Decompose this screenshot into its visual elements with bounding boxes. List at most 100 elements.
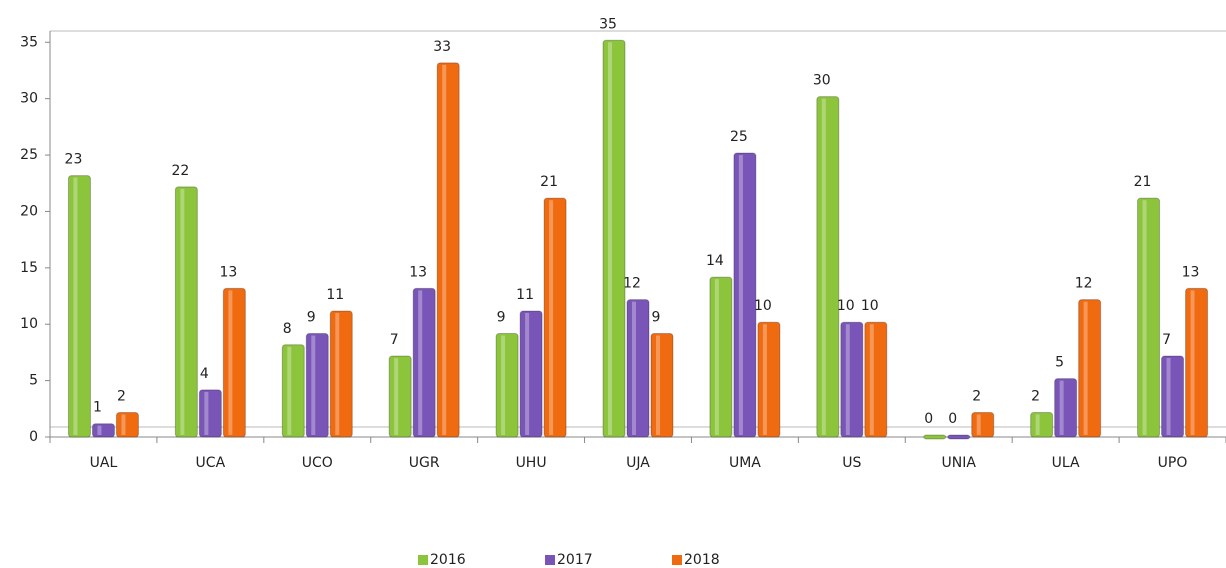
bar	[174, 186, 198, 438]
value-label: 11	[326, 287, 344, 303]
bar	[1054, 378, 1078, 438]
value-label: 1	[93, 400, 102, 416]
x-tick-label: UGR	[409, 455, 440, 471]
x-tick-label: UCO	[302, 455, 333, 471]
bar	[329, 310, 353, 438]
y-tick-label: 20	[20, 203, 38, 219]
bar-highlight	[821, 98, 826, 436]
legend-label: 2018	[684, 552, 720, 568]
bar	[412, 287, 436, 438]
value-label: 7	[1162, 332, 1171, 348]
value-label: 9	[652, 310, 661, 326]
bar	[602, 39, 626, 438]
value-label: 13	[219, 264, 237, 280]
bar	[91, 423, 115, 438]
legend-swatch	[418, 555, 428, 565]
value-label: 35	[599, 16, 617, 32]
x-tick-label: UAL	[90, 455, 118, 471]
value-label: 21	[540, 174, 558, 190]
value-label: 0	[948, 411, 957, 427]
bar	[1137, 197, 1161, 438]
bar-highlight	[1142, 200, 1147, 435]
bar-highlight	[73, 177, 78, 435]
bar	[1185, 287, 1209, 438]
bar	[816, 96, 840, 438]
y-tick-label: 30	[20, 91, 38, 107]
x-tick-label: ULA	[1052, 455, 1080, 471]
legend-swatch	[672, 555, 682, 565]
x-tick-label: UCA	[196, 455, 226, 471]
value-label: 12	[1075, 276, 1093, 292]
bar-highlight	[632, 301, 636, 435]
value-label: 9	[307, 310, 316, 326]
value-label: 0	[924, 411, 933, 427]
bar	[733, 152, 757, 438]
value-label: 10	[861, 298, 879, 314]
bar-highlight	[501, 335, 506, 435]
legend-label: 2016	[430, 552, 466, 568]
x-tick-label: UHU	[516, 455, 547, 471]
value-label: 33	[433, 39, 451, 55]
bar-highlight	[180, 188, 185, 435]
value-label: 13	[409, 264, 427, 280]
bar	[757, 321, 781, 438]
bar-highlight	[335, 312, 340, 435]
value-label: 30	[813, 73, 831, 89]
bar	[971, 411, 995, 438]
y-tick-label: 25	[20, 147, 38, 163]
bar-highlight	[525, 312, 530, 435]
x-tick-label: UPO	[1158, 455, 1188, 471]
value-label: 11	[516, 287, 534, 303]
bar-highlight	[738, 155, 743, 436]
legend-swatch	[545, 555, 555, 565]
bar-highlight	[287, 346, 292, 435]
bar	[947, 434, 971, 440]
y-tick-label: 35	[20, 34, 38, 50]
x-tick-label: UNIA	[942, 455, 977, 471]
x-tick-label: UJA	[626, 455, 650, 471]
bar	[864, 321, 888, 438]
bar	[650, 333, 674, 438]
bar-highlight	[418, 290, 423, 435]
value-label: 12	[623, 276, 641, 292]
bar	[709, 276, 733, 438]
bar	[626, 299, 650, 438]
y-tick-label: 15	[20, 260, 38, 276]
value-label: 14	[706, 253, 724, 269]
value-label: 2	[972, 388, 981, 404]
bar-highlight	[869, 324, 874, 435]
value-label: 22	[171, 163, 189, 179]
bar	[543, 197, 567, 438]
bar-highlight	[121, 414, 126, 435]
bar-highlight	[442, 64, 447, 435]
y-tick-label: 0	[29, 429, 38, 445]
y-tick-label: 10	[20, 316, 38, 332]
bar-highlight	[1083, 301, 1088, 435]
y-tick-label: 5	[29, 373, 38, 389]
bar-highlight	[608, 42, 612, 436]
bar	[388, 355, 412, 438]
bar-highlight	[1166, 358, 1171, 435]
value-label: 9	[497, 310, 506, 326]
value-label: 10	[837, 298, 855, 314]
bar	[436, 62, 460, 438]
bar-highlight	[1190, 290, 1195, 435]
bar-highlight	[97, 425, 102, 435]
value-label: 5	[1055, 355, 1064, 371]
bar	[840, 321, 864, 438]
value-label: 10	[754, 298, 772, 314]
x-tick-label: US	[842, 455, 861, 471]
value-label: 2	[1031, 388, 1040, 404]
bar	[222, 287, 246, 438]
bar	[1030, 411, 1054, 438]
bar-highlight	[976, 414, 981, 435]
bar	[923, 434, 947, 440]
value-label: 2	[117, 388, 126, 404]
bar	[115, 411, 139, 438]
bar	[495, 333, 519, 438]
bar-highlight	[714, 279, 719, 435]
value-label: 23	[65, 152, 83, 168]
value-label: 8	[283, 321, 292, 337]
bar-highlight	[762, 324, 767, 435]
